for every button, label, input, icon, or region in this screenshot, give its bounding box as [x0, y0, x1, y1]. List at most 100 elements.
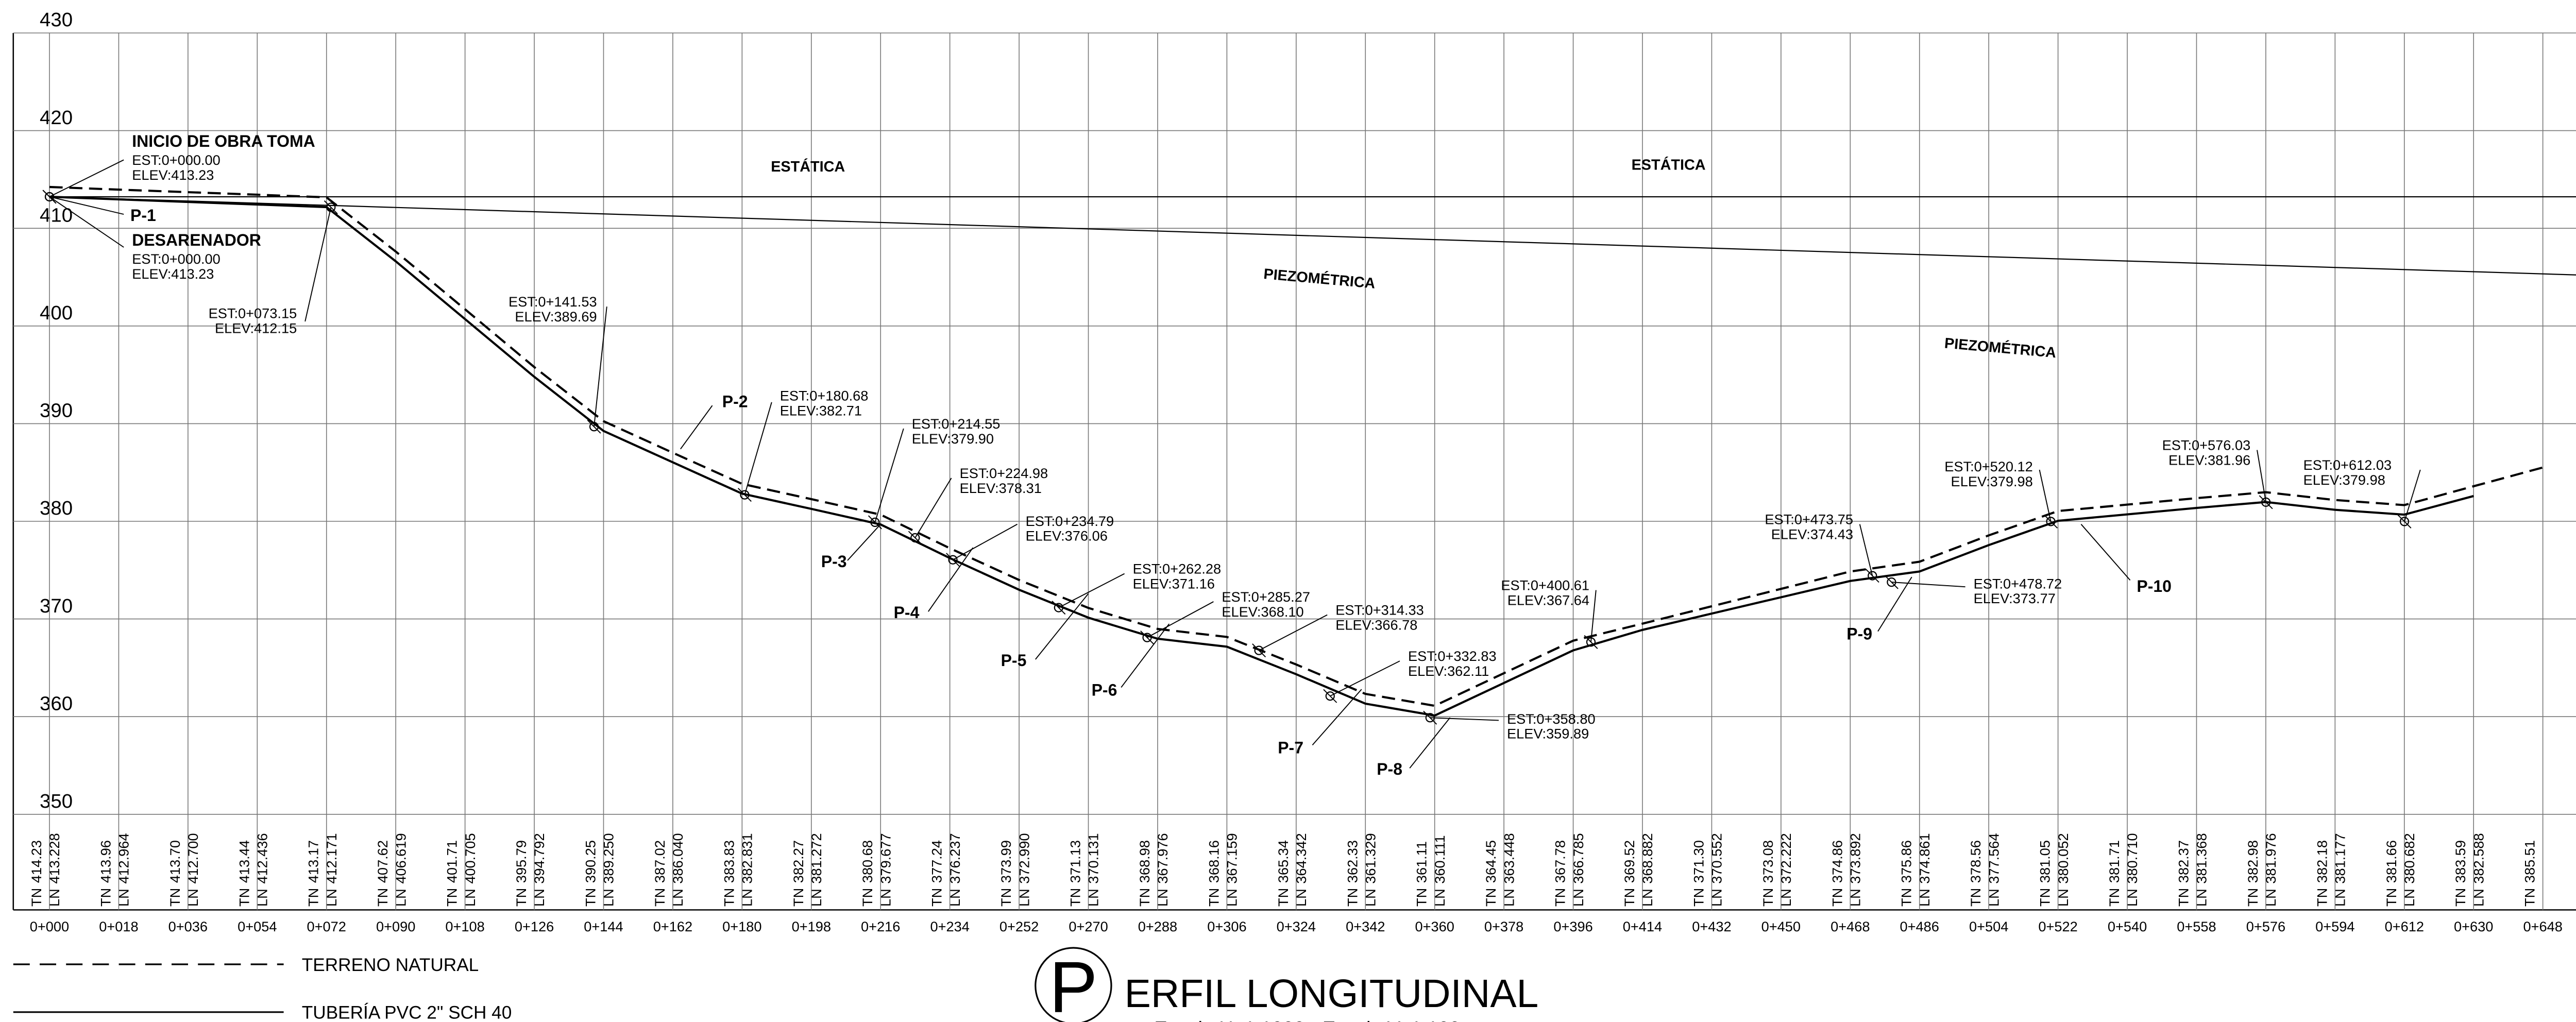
y-tick-label: 420 — [40, 107, 73, 129]
table-value: LN 382.831 — [739, 833, 755, 907]
y-tick-label: 400 — [40, 302, 73, 324]
table-number: 382.37 — [2175, 840, 2191, 883]
point-label: P-2 — [722, 392, 748, 411]
x-tick-label: 0+216 — [861, 918, 900, 934]
table-number: 407.62 — [375, 840, 391, 883]
table-value: TN 371.13 — [1067, 840, 1083, 907]
table-value: LN 374.861 — [1917, 833, 1933, 907]
table-prefix: TN — [929, 888, 945, 907]
table-prefix: TN — [2452, 888, 2468, 907]
x-tick-label: 0+198 — [792, 918, 831, 934]
point-leader — [1035, 593, 1089, 660]
annotation-est: EST:0+520.12 — [1944, 458, 2033, 474]
table-value: TN 387.02 — [652, 840, 668, 907]
table-value: LN 394.792 — [531, 833, 547, 907]
station-marker — [870, 517, 880, 527]
point-label: P-6 — [1092, 680, 1117, 699]
table-value: LN 412.171 — [324, 833, 340, 907]
table-prefix: TN — [998, 888, 1014, 907]
annotation-elev: ELEV:389.69 — [515, 309, 597, 325]
table-value: TN 373.99 — [998, 840, 1014, 907]
table-prefix: TN — [236, 888, 252, 907]
table-value: TN 362.33 — [1344, 840, 1360, 907]
table-prefix: LN — [2332, 889, 2348, 907]
station-marker — [1425, 713, 1435, 723]
table-number: 363.448 — [1501, 833, 1517, 883]
table-number: 382.18 — [2314, 840, 2330, 883]
station-marker-cross — [1423, 710, 1437, 725]
table-value: TN 414.23 — [28, 840, 44, 907]
table-number: 375.86 — [1899, 840, 1914, 883]
station-marker-cross — [2397, 514, 2412, 529]
table-number: 368.98 — [1137, 840, 1153, 883]
table-prefix: LN — [255, 889, 270, 907]
table-prefix: LN — [116, 889, 132, 907]
x-tick-label: 0+090 — [376, 918, 415, 934]
table-number: 367.976 — [1155, 833, 1171, 883]
station-marker-cross — [1865, 569, 1879, 583]
leader-line — [1590, 590, 1597, 642]
table-prefix: TN — [1829, 888, 1845, 907]
table-number: 400.705 — [462, 833, 478, 883]
table-number: 383.59 — [2452, 840, 2468, 883]
table-prefix: TN — [444, 888, 460, 907]
table-number: 395.79 — [513, 840, 529, 883]
table-number: 377.564 — [1986, 833, 2002, 883]
table-value: LN 370.131 — [1086, 833, 1101, 907]
table-number: 382.588 — [2470, 833, 2486, 883]
table-value: LN 381.976 — [2263, 833, 2279, 907]
station-marker-cross — [1252, 643, 1266, 658]
table-value: TN 368.16 — [1206, 840, 1222, 907]
table-number: 364.45 — [1483, 840, 1499, 883]
x-tick-label: 0+540 — [2108, 918, 2147, 934]
table-value: LN 368.882 — [1639, 833, 1655, 907]
x-tick-label: 0+072 — [307, 918, 346, 934]
x-tick-label: 0+558 — [2177, 918, 2216, 934]
x-tick-label: 0+162 — [653, 918, 692, 934]
table-value: LN 361.329 — [1362, 833, 1378, 907]
table-number: 373.08 — [1760, 840, 1776, 883]
table-number: 394.792 — [531, 833, 547, 883]
table-prefix: LN — [601, 889, 617, 907]
x-tick-label: 0+306 — [1207, 918, 1246, 934]
station-marker — [740, 490, 750, 500]
x-tick-label: 0+054 — [238, 918, 277, 934]
y-tick-label: 360 — [40, 692, 73, 714]
table-prefix: TN — [2175, 888, 2191, 907]
table-number: 381.71 — [2106, 840, 2122, 883]
annotation-elev: ELEV:371.16 — [1133, 575, 1215, 591]
annotation-elev: ELEV:413.23 — [132, 167, 214, 183]
table-value: LN 412.700 — [185, 833, 201, 907]
table-prefix: LN — [1155, 889, 1171, 907]
station-marker — [326, 202, 336, 212]
x-tick-label: 0+378 — [1484, 918, 1523, 934]
table-value: TN 385.51 — [2522, 840, 2538, 907]
station-marker-cross — [2044, 514, 2058, 529]
table-prefix: TN — [2522, 888, 2538, 907]
table-number: 362.33 — [1344, 840, 1360, 883]
y-tick-label: 370 — [40, 595, 73, 617]
table-value: TN 373.08 — [1760, 840, 1776, 907]
leader-line — [744, 402, 772, 495]
table-prefix: TN — [1899, 888, 1914, 907]
annotation-elev: ELEV:379.90 — [912, 431, 994, 447]
x-tick-label: 0+594 — [2315, 918, 2354, 934]
table-value: LN 360.111 — [1432, 835, 1448, 907]
table-number: 372.990 — [1016, 833, 1032, 883]
x-tick-label: 0+342 — [1346, 918, 1385, 934]
table-number: 387.02 — [652, 840, 668, 883]
table-value: TN 413.96 — [97, 840, 113, 907]
table-number: 382.98 — [2245, 840, 2261, 883]
title-circle — [1035, 947, 1112, 1022]
station-marker-cross — [868, 515, 882, 530]
x-tick-label: 0+468 — [1831, 918, 1870, 934]
table-prefix: LN — [2401, 889, 2417, 907]
table-value: LN 364.342 — [1293, 833, 1309, 907]
station-marker — [910, 533, 920, 543]
table-prefix: TN — [1275, 888, 1291, 907]
table-value: TN 381.05 — [2037, 840, 2053, 907]
table-value: LN 373.892 — [1848, 833, 1863, 907]
annotation-elev: ELEV:378.31 — [960, 480, 1042, 496]
table-number: 389.250 — [601, 833, 617, 883]
